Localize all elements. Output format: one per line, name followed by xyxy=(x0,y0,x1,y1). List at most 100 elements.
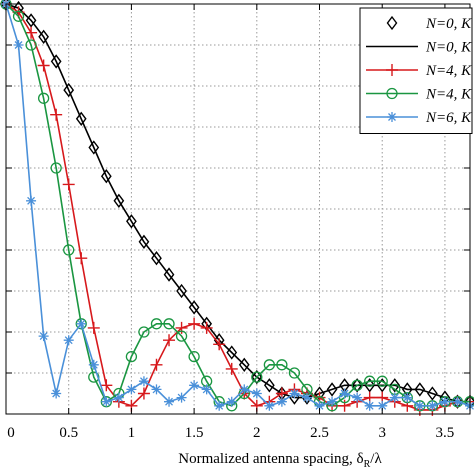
data-point xyxy=(314,400,325,411)
data-point xyxy=(62,178,75,191)
data-point xyxy=(376,375,388,387)
legend-marker xyxy=(386,64,398,76)
x-axis-label-tail: /λ xyxy=(370,451,382,467)
data-point xyxy=(188,350,200,363)
data-point xyxy=(452,396,463,407)
data-point xyxy=(188,317,201,330)
data-point xyxy=(63,335,74,346)
data-point xyxy=(351,379,363,391)
data-point xyxy=(75,252,88,265)
x-tick-label: 2 xyxy=(253,425,261,441)
data-point xyxy=(201,384,212,395)
data-point xyxy=(213,338,226,351)
legend-label: N=6, K xyxy=(425,110,472,126)
data-point xyxy=(402,392,413,403)
data-point xyxy=(175,321,188,334)
data-point xyxy=(63,244,75,256)
data-point xyxy=(137,387,150,400)
data-point xyxy=(37,92,50,104)
axis-ticks: 0 0.5 1 1.5 2 2.5 3 3.5 xyxy=(5,3,470,441)
data-point xyxy=(427,400,438,411)
data-point xyxy=(26,195,37,206)
data-point xyxy=(125,350,138,363)
x-tick-label: 3.5 xyxy=(436,425,455,441)
data-point xyxy=(151,384,162,395)
data-point xyxy=(50,162,62,174)
data-point xyxy=(163,318,175,330)
data-point xyxy=(163,334,176,347)
data-point xyxy=(76,318,87,329)
data-point xyxy=(37,59,50,72)
data-point xyxy=(364,400,375,411)
data-point xyxy=(88,359,99,370)
x-tick-label: 0 xyxy=(7,425,15,441)
data-point xyxy=(225,362,238,375)
data-point xyxy=(439,396,450,407)
data-point xyxy=(51,388,62,399)
data-point xyxy=(12,10,25,22)
legend-entry: N=0, K xyxy=(386,15,472,32)
series-layer xyxy=(0,0,474,416)
data-point xyxy=(352,392,363,403)
data-point xyxy=(214,400,225,411)
legend-marker xyxy=(387,112,397,122)
legend-label: N=4, K xyxy=(425,63,472,79)
data-point xyxy=(25,39,37,51)
data-point xyxy=(327,396,338,407)
data-point xyxy=(164,396,175,407)
data-point xyxy=(138,376,149,387)
data-point xyxy=(338,399,351,412)
data-point xyxy=(276,396,287,407)
legend-label: N=0, K xyxy=(425,16,472,32)
x-axis-label: Normalized antenna spacing, δR/λ xyxy=(178,451,382,470)
x-axis-label-subscript: R xyxy=(364,459,371,470)
data-point xyxy=(150,358,163,371)
legend-entry: N=0, K xyxy=(366,40,472,56)
data-point xyxy=(414,400,425,411)
x-tick-label: 3 xyxy=(378,425,386,441)
data-point xyxy=(263,359,276,371)
x-tick-label: 1.5 xyxy=(185,425,204,441)
series-4 xyxy=(1,0,474,411)
data-point xyxy=(200,321,213,334)
legend-entry: N=4, K xyxy=(366,63,472,79)
data-point xyxy=(50,108,63,121)
data-point xyxy=(264,400,275,411)
data-point xyxy=(389,392,400,403)
data-point xyxy=(101,396,112,407)
data-point xyxy=(251,371,263,383)
data-point xyxy=(251,388,262,399)
legend-marker xyxy=(386,15,398,31)
data-point xyxy=(364,375,376,387)
data-point xyxy=(100,379,113,392)
data-point xyxy=(289,388,300,399)
data-point xyxy=(226,396,237,407)
data-point xyxy=(288,367,301,379)
data-point xyxy=(25,26,38,39)
data-point xyxy=(13,40,24,50)
data-point xyxy=(276,359,288,371)
x-tick-label: 1 xyxy=(128,425,136,441)
data-point xyxy=(113,392,124,403)
data-point xyxy=(126,384,137,395)
data-point xyxy=(175,330,188,342)
legend-marker xyxy=(386,87,398,100)
data-point xyxy=(138,326,150,338)
x-axis-label-main: Normalized antenna spacing, δ xyxy=(178,451,363,467)
data-point xyxy=(87,321,100,334)
legend-label: N=0, K xyxy=(425,40,472,56)
data-point xyxy=(189,380,200,391)
data-point xyxy=(339,388,350,399)
legend-entry: N=4, K xyxy=(366,87,472,103)
legend-entry: N=6, K xyxy=(366,110,472,126)
legend-label: N=4, K xyxy=(425,87,472,103)
legend: N=0, K N=0, K N=4, K N=4, K N=6, K xyxy=(359,7,473,134)
data-point xyxy=(176,392,187,403)
data-point xyxy=(377,400,388,411)
data-point xyxy=(301,392,312,403)
x-tick-label: 2.5 xyxy=(310,425,329,441)
data-point xyxy=(38,331,49,342)
x-tick-label: 0.5 xyxy=(59,425,78,441)
data-point xyxy=(150,318,163,330)
